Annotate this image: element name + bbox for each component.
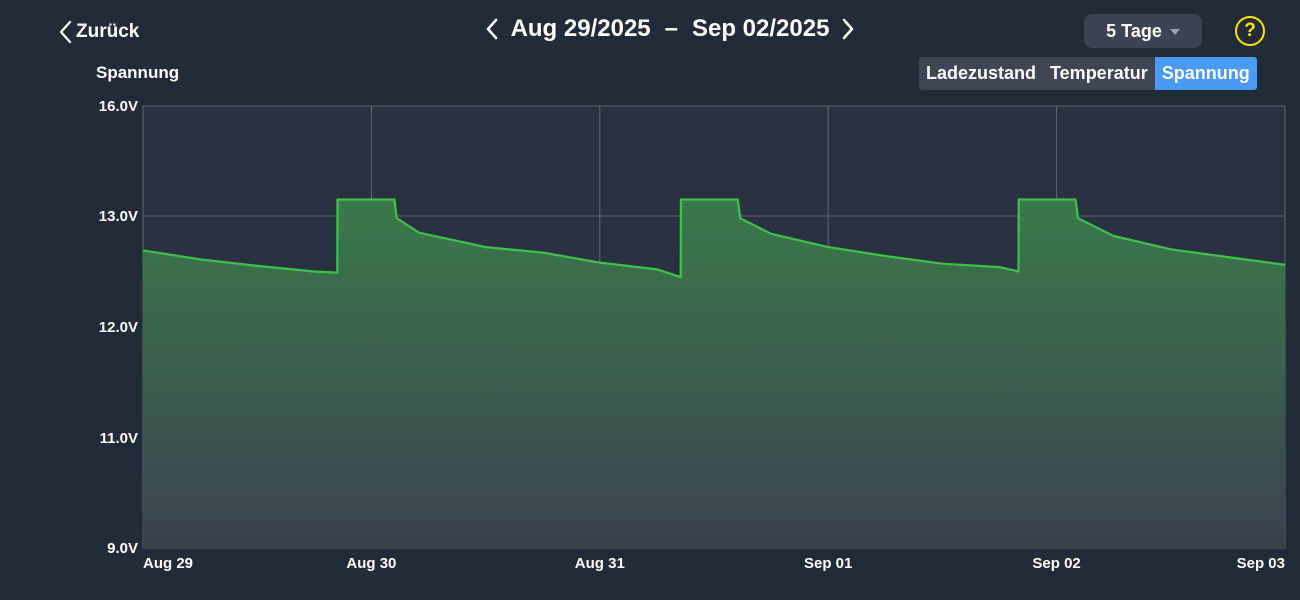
x-tick-label: Sep 03: [1237, 555, 1285, 572]
chart-title: Spannung: [96, 63, 180, 82]
days-range-select[interactable]: 5 Tage: [1084, 14, 1202, 48]
tab-temperatur[interactable]: Temperatur: [1050, 63, 1148, 83]
x-tick-label: Sep 01: [804, 555, 852, 572]
top-bar: Zurück Aug 29/2025 – Sep 02/2025 5 Tage …: [0, 0, 1300, 60]
previous-range-button[interactable]: [473, 17, 511, 41]
range-separator: –: [664, 15, 678, 42]
chevron-left-icon: [486, 18, 497, 40]
y-tick-label: 13.0V: [99, 208, 138, 225]
back-label: Zurück: [76, 21, 140, 42]
x-tick-label: Aug 29: [143, 555, 193, 572]
days-select-value: 5 Tage: [1106, 20, 1162, 41]
help-button[interactable]: ?: [1235, 16, 1265, 46]
y-tick-label: 16.0V: [99, 98, 138, 115]
tab-ladezustand[interactable]: Ladezustand: [926, 63, 1037, 83]
voltage-area: [143, 199, 1285, 548]
caret-down-icon: [1169, 29, 1180, 35]
x-tick-label: Aug 30: [346, 555, 396, 572]
chevron-left-icon: [58, 20, 72, 44]
x-axis-labels: Aug 29 Aug 30 Aug 31 Sep 01 Sep 02 Sep 03: [143, 555, 1285, 572]
tab-spannung[interactable]: Spannung: [1154, 57, 1257, 90]
y-axis-labels: 9.0V 11.0V 12.0V 13.0V 16.0V: [99, 98, 138, 557]
date-range-nav: Aug 29/2025 – Sep 02/2025: [0, 15, 1300, 43]
next-range-button[interactable]: [829, 17, 867, 41]
y-tick-label: 12.0V: [99, 319, 138, 336]
range-start-date: Aug 29/2025: [510, 15, 651, 42]
y-tick-label: 11.0V: [100, 430, 138, 447]
y-tick-label: 9.0V: [107, 540, 138, 557]
x-tick-label: Aug 31: [575, 555, 625, 572]
voltage-line: [142, 198, 1286, 279]
range-end-date: Sep 02/2025: [692, 15, 830, 42]
help-icon: ?: [1244, 20, 1256, 41]
chevron-right-icon: [843, 18, 854, 40]
x-tick-label: Sep 02: [1032, 555, 1080, 572]
back-button[interactable]: Zurück: [58, 17, 139, 47]
metric-tabs: Ladezustand Temperatur Spannung: [919, 57, 1257, 90]
